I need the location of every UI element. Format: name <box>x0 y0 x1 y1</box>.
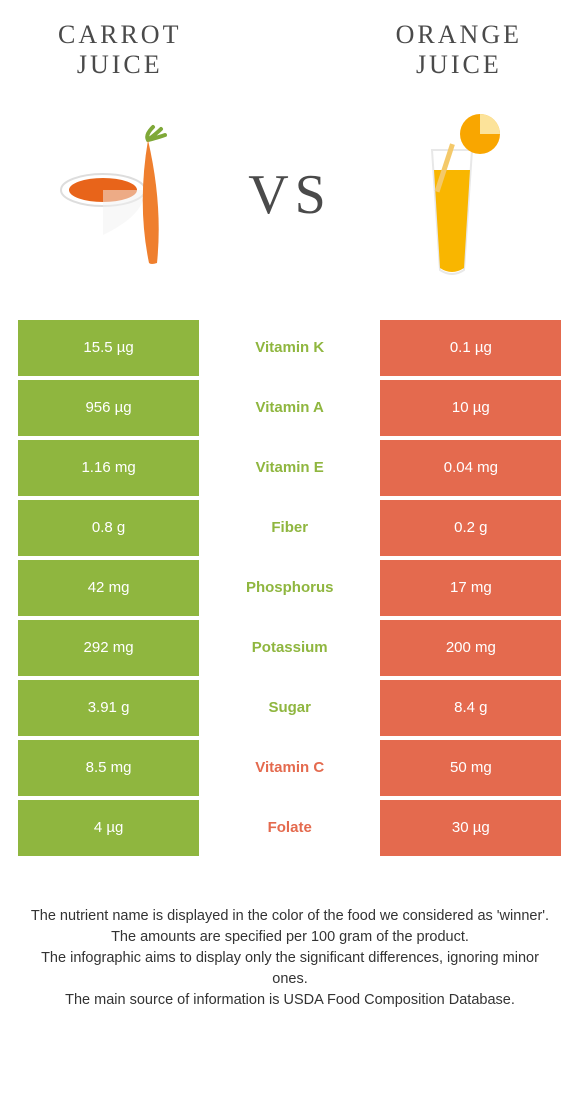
title-line: juice <box>416 50 502 79</box>
right-value: 50 mg <box>380 740 561 796</box>
table-row: 1.16 mgVitamin E0.04 mg <box>18 440 562 496</box>
footnote-line: The main source of information is USDA F… <box>24 990 556 1011</box>
right-value: 0.04 mg <box>380 440 561 496</box>
right-value: 8.4 g <box>380 680 561 736</box>
table-row: 956 µgVitamin A10 µg <box>18 380 562 436</box>
orange-juice-icon <box>372 110 532 280</box>
left-food-title: Carrot juice <box>58 20 181 80</box>
table-row: 4 µgFolate30 µg <box>18 800 562 856</box>
footnotes: The nutrient name is displayed in the co… <box>18 906 562 1011</box>
header: Carrot juice Orange juice <box>18 20 562 80</box>
footnote-line: The amounts are specified per 100 gram o… <box>24 927 556 948</box>
footnote-line: The nutrient name is displayed in the co… <box>24 906 556 927</box>
left-value: 1.16 mg <box>18 440 199 496</box>
title-line: Orange <box>396 20 522 49</box>
nutrient-name: Vitamin C <box>199 740 380 796</box>
nutrient-name: Potassium <box>199 620 380 676</box>
table-row: 42 mgPhosphorus17 mg <box>18 560 562 616</box>
right-value: 17 mg <box>380 560 561 616</box>
left-value: 292 mg <box>18 620 199 676</box>
left-value: 3.91 g <box>18 680 199 736</box>
table-row: 0.8 gFiber0.2 g <box>18 500 562 556</box>
left-value: 0.8 g <box>18 500 199 556</box>
nutrient-name: Vitamin A <box>199 380 380 436</box>
comparison-table: 15.5 µgVitamin K0.1 µg956 µgVitamin A10 … <box>18 320 562 856</box>
carrot-juice-icon <box>48 110 208 280</box>
nutrient-name: Vitamin K <box>199 320 380 376</box>
table-row: 292 mgPotassium200 mg <box>18 620 562 676</box>
nutrient-name: Vitamin E <box>199 440 380 496</box>
table-row: 8.5 mgVitamin C50 mg <box>18 740 562 796</box>
title-line: juice <box>77 50 163 79</box>
footnote-line: The infographic aims to display only the… <box>24 948 556 990</box>
infographic-container: Carrot juice Orange juice VS <box>0 0 580 1114</box>
left-value: 8.5 mg <box>18 740 199 796</box>
vs-label: VS <box>248 163 332 227</box>
nutrient-name: Fiber <box>199 500 380 556</box>
right-value: 0.1 µg <box>380 320 561 376</box>
nutrient-name: Folate <box>199 800 380 856</box>
nutrient-name: Phosphorus <box>199 560 380 616</box>
right-value: 10 µg <box>380 380 561 436</box>
right-food-title: Orange juice <box>396 20 522 80</box>
left-value: 956 µg <box>18 380 199 436</box>
right-value: 0.2 g <box>380 500 561 556</box>
left-value: 15.5 µg <box>18 320 199 376</box>
left-value: 42 mg <box>18 560 199 616</box>
right-value: 200 mg <box>380 620 561 676</box>
left-value: 4 µg <box>18 800 199 856</box>
table-row: 15.5 µgVitamin K0.1 µg <box>18 320 562 376</box>
nutrient-name: Sugar <box>199 680 380 736</box>
right-value: 30 µg <box>380 800 561 856</box>
table-row: 3.91 gSugar8.4 g <box>18 680 562 736</box>
image-row: VS <box>18 80 562 320</box>
title-line: Carrot <box>58 20 181 49</box>
